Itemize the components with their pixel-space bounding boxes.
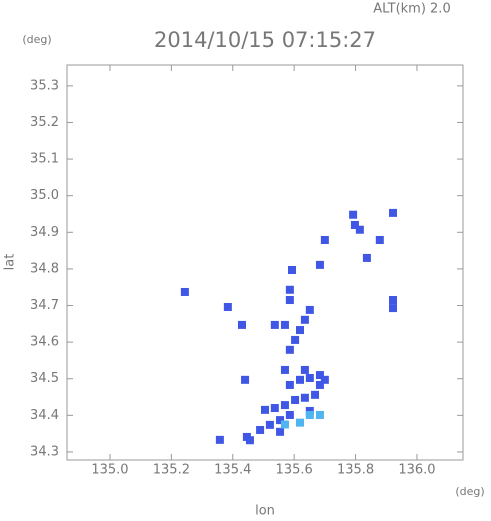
y-tick-label: 35.3 — [30, 78, 59, 93]
echo-cell — [180, 287, 189, 296]
y-tick-label: 34.5 — [30, 371, 59, 386]
echo-cell — [389, 296, 398, 305]
echo-cell — [241, 375, 250, 384]
echo-cell — [280, 420, 289, 429]
echo-cell — [285, 380, 294, 389]
echo-cell — [315, 380, 324, 389]
echo-cell — [288, 266, 297, 275]
x-axis-label: lon — [255, 504, 275, 519]
echo-cell — [315, 410, 324, 419]
plot-frame — [66, 64, 464, 461]
echo-cell — [270, 404, 279, 413]
echo-cell — [285, 296, 294, 305]
echo-cell — [389, 304, 398, 313]
y-tick-label: 34.8 — [30, 261, 59, 276]
echo-cell — [265, 420, 274, 429]
echo-cell — [270, 320, 279, 329]
echo-cell — [305, 373, 314, 382]
echo-cell — [261, 405, 269, 414]
y-tick-label: 35.1 — [30, 152, 59, 167]
echo-cell — [285, 345, 294, 354]
echo-cell — [285, 285, 294, 294]
y-axis-label: lat — [3, 254, 18, 271]
x-tick-label: 135.6 — [276, 463, 313, 478]
y-tick-label: 35.0 — [30, 188, 59, 203]
echo-cell — [237, 320, 246, 329]
y-tick-label: 34.3 — [30, 444, 59, 459]
echo-cell — [315, 260, 324, 269]
echo-cell — [300, 393, 309, 402]
echo-cell — [215, 435, 224, 444]
echo-cell — [350, 220, 359, 229]
echo-cell — [295, 326, 304, 335]
echo-cell — [320, 235, 329, 244]
echo-cell — [300, 315, 309, 324]
echo-cell — [256, 425, 265, 434]
y-unit: (deg) — [22, 33, 51, 46]
x-tick-label: 136.0 — [398, 463, 435, 478]
echo-cell — [291, 395, 300, 404]
x-tick-label: 135.4 — [214, 463, 251, 478]
echo-cell — [276, 427, 285, 436]
echo-cell — [291, 335, 300, 344]
echo-cell — [280, 401, 289, 410]
echo-cell — [295, 375, 304, 384]
x-tick-label: 135.0 — [91, 463, 128, 478]
y-tick-label: 34.4 — [30, 408, 59, 423]
echo-cell — [389, 208, 398, 217]
echo-cell — [375, 235, 384, 244]
y-tick-label: 35.2 — [30, 115, 59, 130]
echo-cell — [223, 302, 232, 311]
x-tick-label: 135.2 — [153, 463, 190, 478]
echo-cell — [245, 436, 254, 445]
echo-cell — [280, 320, 289, 329]
echo-cell — [285, 410, 294, 419]
echo-cell — [305, 410, 314, 419]
echo-cell — [311, 390, 320, 399]
echo-cell — [295, 418, 304, 427]
echo-cell — [300, 365, 309, 374]
echo-cell — [305, 305, 314, 314]
echo-cell — [355, 225, 364, 234]
y-tick-label: 34.6 — [30, 335, 59, 350]
y-tick-label: 34.9 — [30, 225, 59, 240]
echo-cell — [349, 210, 358, 219]
echo-cell — [305, 406, 314, 415]
chart-title: 2014/10/15 07:15:27 — [154, 28, 376, 52]
echo-cell — [315, 371, 324, 380]
echo-cell — [280, 365, 289, 374]
x-tick-label: 135.8 — [337, 463, 374, 478]
x-unit: (deg) — [455, 485, 484, 498]
y-tick-label: 34.7 — [30, 298, 59, 313]
echo-cell — [362, 253, 371, 262]
echo-cell — [276, 416, 285, 425]
echo-cell — [320, 375, 329, 384]
annotation: ALT(km) 2.0 — [373, 2, 450, 17]
